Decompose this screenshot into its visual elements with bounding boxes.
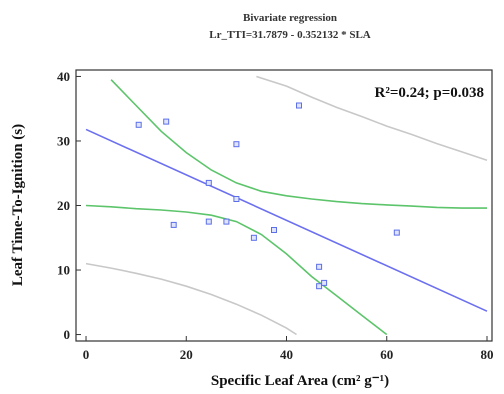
data-point (170, 221, 177, 228)
y-tick-label: 20 (57, 198, 70, 213)
chart-subtitle: Lr_TTI=31.7879 - 0.352132 * SLA (209, 29, 371, 41)
y-tick-label: 30 (57, 133, 70, 148)
data-point (233, 196, 240, 202)
x-tick-label: 80 (480, 347, 493, 362)
prediction-band-upper (256, 75, 488, 162)
points-group (135, 102, 400, 290)
data-point (135, 121, 142, 128)
data-point (316, 283, 323, 290)
data-point (163, 118, 170, 125)
data-point (321, 279, 328, 286)
y-tick-label: 0 (64, 327, 71, 342)
y-tick-label: 40 (57, 69, 70, 84)
x-tick-label: 40 (280, 347, 293, 362)
data-point (223, 218, 230, 225)
data-point (271, 227, 277, 233)
data-point (296, 102, 302, 109)
prediction-band-lower (85, 262, 297, 336)
x-axis-label: Specific Leaf Area (cm² g⁻¹) (211, 373, 389, 389)
confidence-band-upper (110, 79, 487, 209)
data-point (205, 179, 212, 186)
data-point (250, 234, 257, 241)
x-tick-label: 0 (83, 347, 90, 362)
plot-frame (75, 69, 493, 342)
x-tick-label: 20 (180, 347, 193, 362)
regression-line (85, 128, 488, 312)
confidence-band-lower (85, 204, 388, 336)
data-point (233, 141, 240, 148)
r2-annotation: R²=0.24; p=0.038 (374, 85, 484, 101)
y-tick-label: 10 (57, 263, 70, 278)
ticks-group: 0 20 40 60 80 0 10 20 30 40 (57, 69, 493, 362)
x-tick-label: 60 (380, 347, 393, 362)
data-point (393, 229, 400, 236)
bands (85, 75, 488, 336)
data-point (205, 218, 212, 225)
regression-group (85, 128, 488, 312)
chart-title: Bivariate regression (243, 12, 337, 24)
y-axis-label: Leaf Time-To-Ignition (s) (10, 124, 26, 286)
data-point (316, 263, 323, 270)
